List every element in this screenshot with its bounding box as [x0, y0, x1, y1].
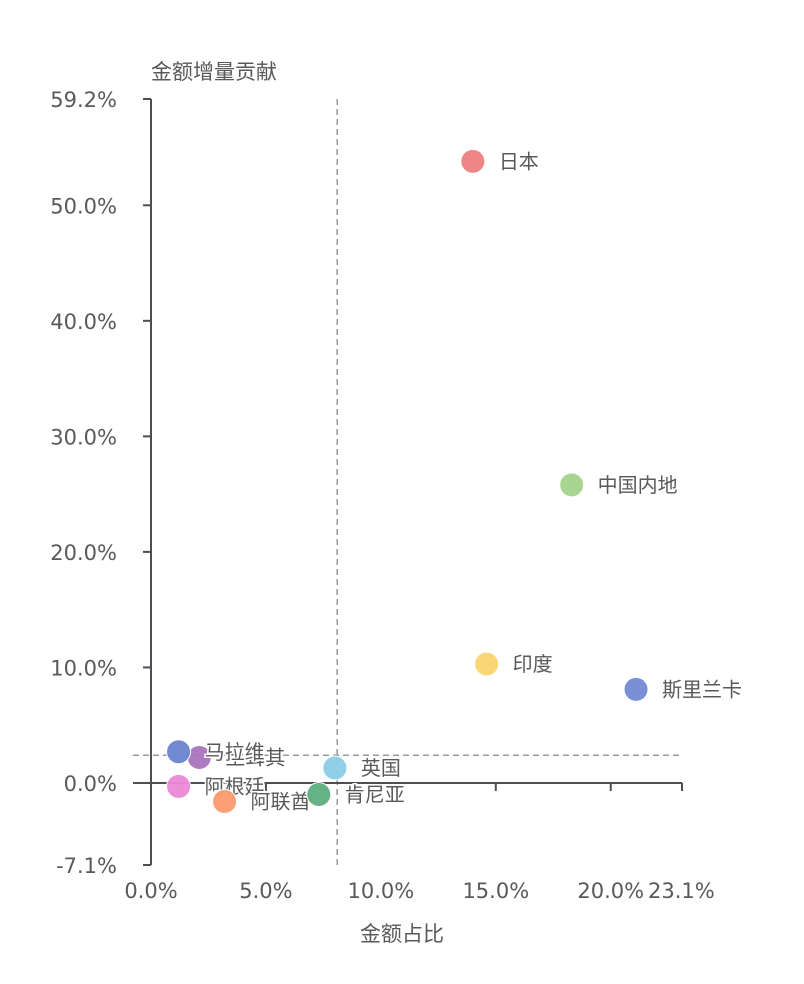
y-axis-title: 金额增量贡献 — [151, 60, 277, 84]
y-tick-label: 0.0% — [64, 772, 117, 796]
y-tick-label: 20.0% — [50, 541, 117, 565]
point-marker — [212, 788, 238, 814]
y-tick-label: 50.0% — [50, 194, 117, 218]
point-marker — [166, 739, 192, 765]
point-marker — [306, 782, 332, 808]
point-marker — [460, 148, 486, 174]
point-label: 中国内地 — [598, 473, 678, 497]
x-axis-title: 金额占比 — [360, 922, 444, 946]
reference-lines — [133, 99, 682, 865]
data-point: 斯里兰卡 — [623, 676, 744, 703]
x-tick-label: 15.0% — [462, 879, 529, 903]
x-tick-label: 0.0% — [124, 879, 177, 903]
x-tick-label: 20.0% — [577, 879, 644, 903]
y-tick-label: -7.1% — [56, 854, 117, 878]
data-point: 马拉维 — [166, 738, 266, 765]
x-tick-label: 23.1% — [648, 879, 715, 903]
point-label: 阿联酋 — [251, 789, 311, 813]
data-point: 英国 — [322, 754, 402, 781]
x-tick-label: 10.0% — [348, 879, 415, 903]
point-label: 英国 — [361, 756, 401, 780]
axes: -7.1% 0.0% 10.0% 20.0% 30.0% 40.0% 50.0% 59.2% 0… — [50, 88, 714, 903]
data-point: 日本 — [460, 148, 540, 175]
point-marker — [559, 472, 585, 498]
point-label: 斯里兰卡 — [662, 677, 742, 701]
y-tick-label: 40.0% — [50, 310, 117, 334]
data-point: 肯尼亚 — [306, 781, 406, 808]
data-point: 阿联酋 — [212, 788, 312, 815]
point-label: 土耳其 — [225, 746, 285, 770]
data-point: 印度 — [474, 650, 554, 677]
point-label: 日本 — [499, 149, 539, 173]
y-tick-label: 30.0% — [50, 425, 117, 449]
point-label: 印度 — [513, 652, 553, 676]
y-tick-label: 59.2% — [50, 88, 117, 112]
point-marker — [623, 676, 649, 702]
point-marker — [474, 651, 500, 677]
point-label: 马拉维 — [205, 740, 265, 764]
y-tick-label: 10.0% — [50, 656, 117, 680]
point-marker — [166, 773, 192, 799]
point-label: 肯尼亚 — [345, 783, 405, 807]
data-point: 土耳其 — [186, 744, 287, 771]
point-marker — [322, 755, 348, 781]
data-point: 中国内地 — [559, 471, 679, 498]
x-tick-label: 5.0% — [239, 879, 292, 903]
